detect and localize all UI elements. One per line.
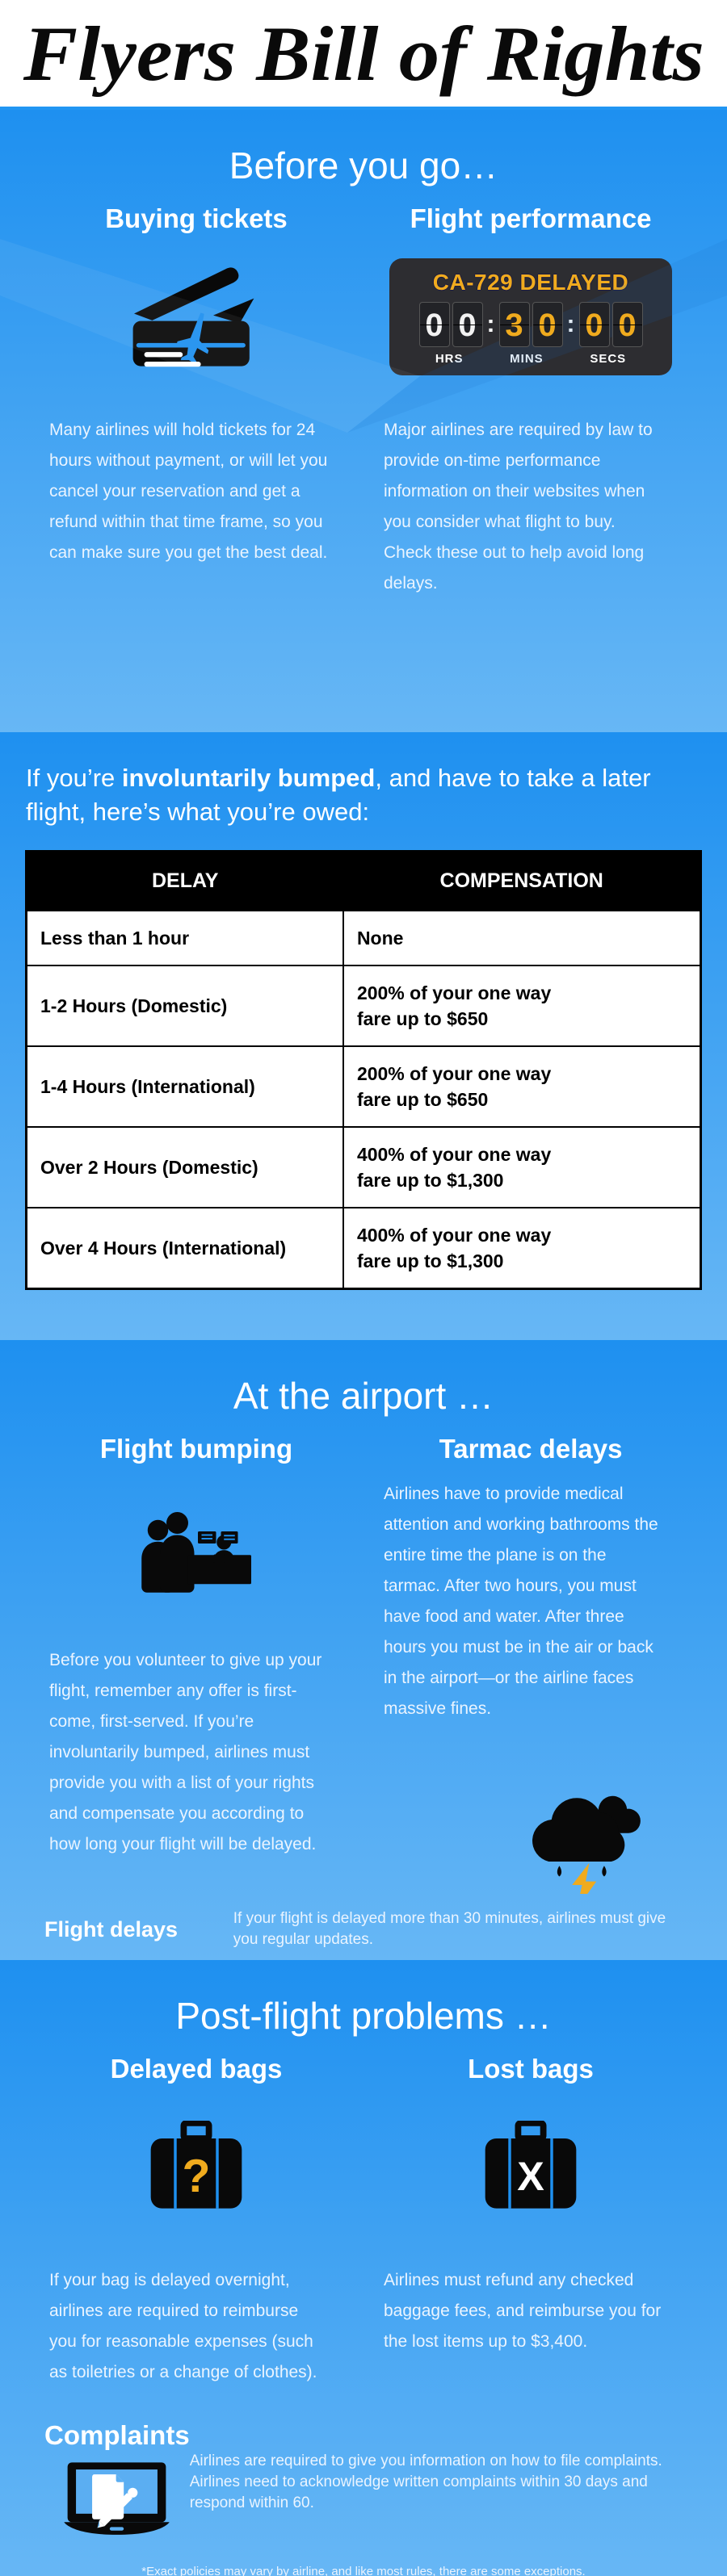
svg-text:?: ? [183,2150,211,2201]
svg-text:X: X [517,2154,544,2199]
